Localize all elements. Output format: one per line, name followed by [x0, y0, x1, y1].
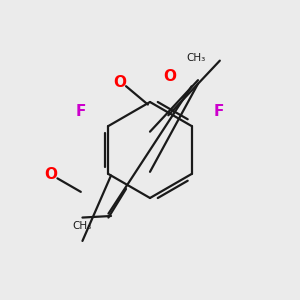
Text: O: O — [113, 75, 126, 90]
Text: O: O — [163, 69, 176, 84]
Text: F: F — [214, 104, 224, 119]
Text: CH₃: CH₃ — [73, 221, 92, 231]
Text: O: O — [44, 167, 57, 182]
Text: F: F — [76, 104, 86, 119]
Text: CH₃: CH₃ — [186, 53, 206, 63]
